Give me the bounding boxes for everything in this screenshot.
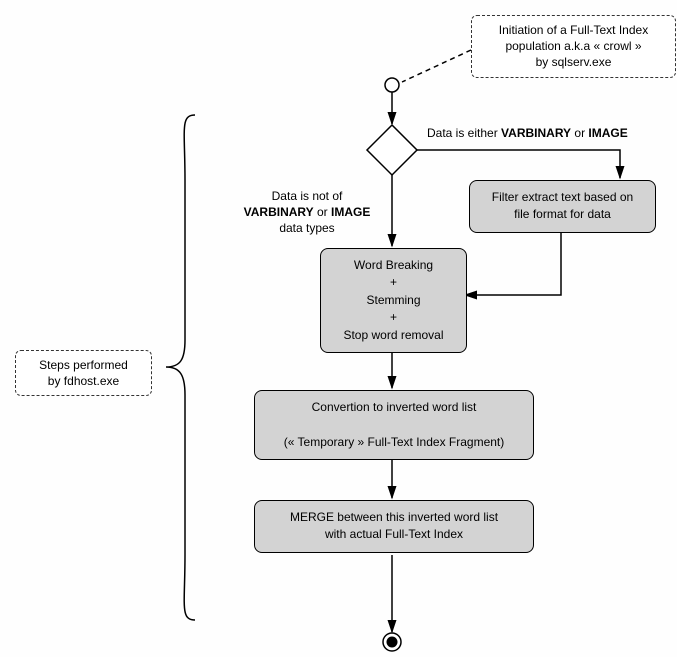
node-filter: Filter extract text based on file format… xyxy=(469,180,656,233)
node-filter-l1: Filter extract text based on xyxy=(492,190,633,204)
node-wb-l1: Word Breaking xyxy=(354,258,433,272)
label-decision-right: Data is either VARBINARY or IMAGE xyxy=(427,125,672,141)
annotation-initiation-l3: by sqlserv.exe xyxy=(536,55,612,69)
annotation-initiation-l2: population a.k.a « crowl » xyxy=(505,39,641,53)
node-conv-l1: Convertion to inverted word list xyxy=(312,400,477,414)
node-wb-p1: + xyxy=(390,275,397,289)
start-node xyxy=(385,78,399,92)
decision-diamond xyxy=(367,125,417,175)
end-node-dot xyxy=(387,637,398,648)
end-node-ring xyxy=(383,633,401,651)
node-wordbreak: Word Breaking + Stemming + Stop word rem… xyxy=(320,248,467,353)
node-conversion: Convertion to inverted word list (« Temp… xyxy=(254,390,534,460)
edge-filter-wordbreak xyxy=(465,230,561,295)
annotation-steps-l1: Steps performed xyxy=(39,358,128,372)
curly-brace xyxy=(166,115,195,620)
node-conv-l2: (« Temporary » Full-Text Index Fragment) xyxy=(284,435,505,449)
node-wb-p2: + xyxy=(390,310,397,324)
node-wb-l3: Stop word removal xyxy=(343,328,443,342)
annotation-steps-l2: by fdhost.exe xyxy=(48,374,119,388)
node-merge-l1: MERGE between this inverted word list xyxy=(290,510,498,524)
node-filter-l2: file format for data xyxy=(514,207,611,221)
label-decision-left: Data is not of VARBINARY or IMAGE data t… xyxy=(232,188,382,237)
node-merge-l2: with actual Full-Text Index xyxy=(325,527,463,541)
annotation-initiation-l1: Initiation of a Full-Text Index xyxy=(499,23,648,37)
edge-decision-filter xyxy=(417,150,620,178)
node-wb-l2: Stemming xyxy=(366,293,420,307)
annotation-initiation: Initiation of a Full-Text Index populati… xyxy=(471,15,676,78)
dashed-connector xyxy=(402,50,471,82)
annotation-steps: Steps performed by fdhost.exe xyxy=(15,350,152,396)
node-merge: MERGE between this inverted word list wi… xyxy=(254,500,534,553)
